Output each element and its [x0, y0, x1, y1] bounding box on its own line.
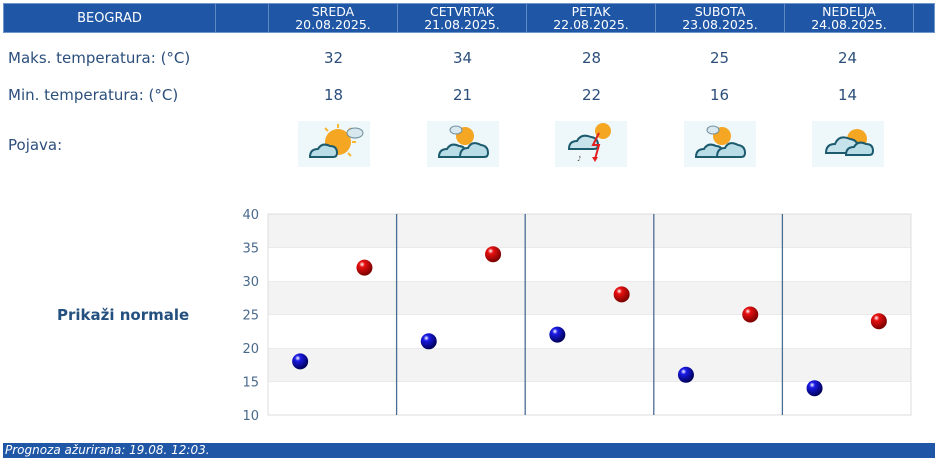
- day-date: 23.08.2025.: [682, 17, 758, 32]
- svg-text:40: 40: [242, 208, 259, 223]
- min-temp-value: 21: [452, 86, 473, 104]
- day-date: 21.08.2025.: [424, 17, 500, 32]
- sun-cloud-icon: [298, 121, 370, 167]
- min-temp-point: [677, 366, 694, 383]
- max-temp-point: [742, 306, 759, 323]
- svg-text:35: 35: [242, 242, 259, 257]
- max-temp-value: 34: [452, 49, 473, 67]
- max-temp-label: Maks. temperatura: (°C): [8, 49, 191, 67]
- max-temp-point: [485, 246, 502, 263]
- day-header: CETVRTAK 21.08.2025.: [398, 4, 527, 32]
- phenomena-label: Pojava:: [8, 136, 63, 154]
- min-temp-point: [549, 326, 566, 343]
- svg-text:25: 25: [242, 309, 259, 324]
- max-temp-point: [870, 313, 887, 330]
- max-temp-value: 25: [709, 49, 730, 67]
- max-temp-point: [613, 286, 630, 303]
- svg-text:♪: ♪: [577, 155, 581, 163]
- day-header: NEDELJA 24.08.2025.: [785, 4, 914, 32]
- forecast-updated-status: Prognoza ažurirana: 19.08. 12:03.: [3, 443, 935, 458]
- max-temp-value: 32: [323, 49, 344, 67]
- day-header: SUBOTA 23.08.2025.: [656, 4, 785, 32]
- partly-cloudy-icon: [427, 121, 499, 167]
- svg-text:10: 10: [242, 409, 259, 424]
- svg-text:30: 30: [242, 275, 259, 290]
- day-name: CETVRTAK: [429, 4, 494, 19]
- svg-text:20: 20: [242, 342, 259, 357]
- temperature-chart: 10 15 20 25 30 35 40: [230, 205, 930, 434]
- max-temp-point: [356, 259, 373, 276]
- max-temp-value: 28: [581, 49, 602, 67]
- max-temp-value: 24: [837, 49, 858, 67]
- day-header: SREDA 20.08.2025.: [269, 4, 398, 32]
- min-temp-point: [292, 353, 309, 370]
- day-date: 24.08.2025.: [811, 17, 887, 32]
- forecast-header: BEOGRAD SREDA 20.08.2025. CETVRTAK 21.08.2…: [3, 3, 935, 33]
- min-temp-point: [806, 380, 823, 397]
- show-normals-link[interactable]: Prikaži normale: [57, 306, 190, 324]
- day-date: 22.08.2025.: [553, 17, 629, 32]
- min-temp-value: 16: [709, 86, 730, 104]
- header-spacer: [216, 4, 269, 32]
- day-name: SREDA: [311, 4, 355, 19]
- partly-cloudy-icon: [684, 121, 756, 167]
- min-temp-value: 14: [837, 86, 858, 104]
- min-temp-label: Min. temperatura: (°C): [8, 86, 179, 104]
- cloudy-sun-icon: [812, 121, 884, 167]
- min-temp-value: 22: [581, 86, 602, 104]
- svg-text:15: 15: [242, 376, 259, 391]
- day-date: 20.08.2025.: [295, 17, 371, 32]
- day-name: NEDELJA: [822, 4, 876, 19]
- day-name: SUBOTA: [694, 4, 746, 19]
- min-temp-value: 18: [323, 86, 344, 104]
- city-name: BEOGRAD: [4, 4, 216, 32]
- day-name: PETAK: [571, 4, 611, 19]
- header-spacer: [914, 4, 934, 32]
- day-header: PETAK 22.08.2025.: [527, 4, 656, 32]
- min-temp-point: [420, 333, 437, 350]
- thunderstorm-icon: ♪: [555, 121, 627, 167]
